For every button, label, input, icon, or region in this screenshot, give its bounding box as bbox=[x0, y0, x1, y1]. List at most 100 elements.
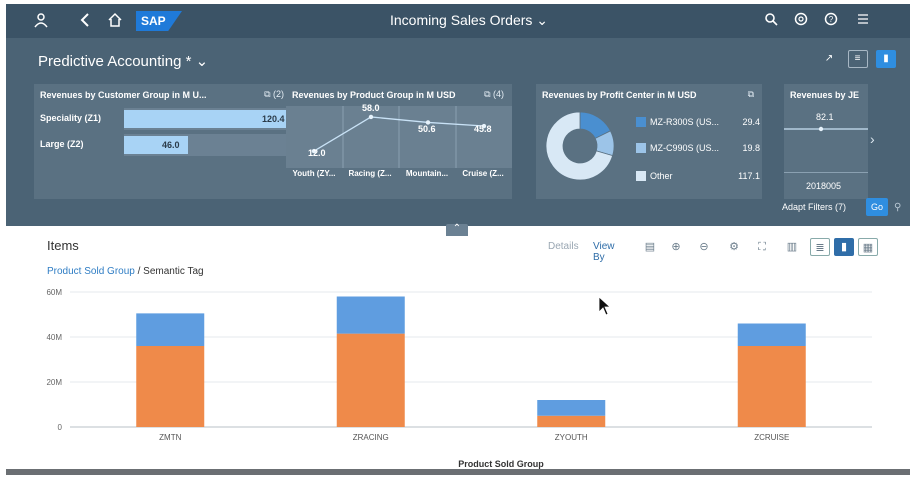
adapt-filters-link[interactable]: Adapt Filters (7) bbox=[782, 202, 847, 212]
visual-filter-icon[interactable]: ▮ bbox=[876, 50, 896, 68]
je-sparkline bbox=[784, 126, 868, 132]
line-point[interactable] bbox=[311, 148, 317, 154]
bar-segment[interactable] bbox=[737, 323, 806, 347]
card-customer-group[interactable]: Revenues by Customer Group in M U... ⧉ (… bbox=[34, 84, 292, 199]
legend-label: MZ-R300S (US... bbox=[650, 117, 720, 127]
help-icon[interactable]: ? bbox=[822, 12, 840, 30]
line-point[interactable] bbox=[481, 123, 487, 129]
card-je[interactable]: Revenues by JE 82.1 2018005 bbox=[784, 84, 868, 199]
donut-slice[interactable] bbox=[545, 111, 614, 181]
card-title: Revenues by Product Group in M USD bbox=[292, 90, 456, 100]
legend-swatch bbox=[636, 117, 646, 127]
bar-segment[interactable] bbox=[136, 346, 205, 427]
chevron-down-icon: ⌄ bbox=[536, 12, 549, 28]
download-icon[interactable]: ▤ bbox=[644, 241, 656, 253]
x-tick-label: Cruise (Z... bbox=[462, 169, 504, 178]
collapse-header-button[interactable]: ⌃ bbox=[446, 224, 468, 236]
x-axis: Youth (ZY... Racing (Z... Mountain... Cr… bbox=[286, 169, 512, 183]
fullscreen-icon[interactable]: ⛶ bbox=[758, 241, 766, 253]
legend-item[interactable]: Other 117.1 bbox=[636, 170, 760, 184]
legend-value: 19.8 bbox=[742, 143, 760, 153]
x-tick-label: ZMTN bbox=[159, 433, 181, 442]
shell-bar: SAP Incoming Sales Orders ⌄ ? bbox=[6, 4, 910, 38]
details-button[interactable]: Details bbox=[548, 241, 579, 252]
sap-logo[interactable]: SAP bbox=[136, 11, 182, 31]
table-view-icon[interactable]: ▦ bbox=[858, 238, 878, 256]
breadcrumb: Product Sold Group / Semantic Tag bbox=[47, 266, 204, 277]
zoom-out-icon[interactable]: ⊖ bbox=[699, 241, 709, 253]
bar-segment[interactable] bbox=[537, 400, 606, 416]
legend-value: 29.4 bbox=[742, 117, 760, 127]
user-icon[interactable] bbox=[32, 12, 50, 30]
line-point[interactable] bbox=[425, 120, 431, 125]
card-title: Revenues by Profit Center in M USD bbox=[542, 90, 697, 100]
card-count[interactable]: ⧉ (4) bbox=[484, 89, 504, 100]
card-count[interactable]: ⧉ (2) bbox=[264, 89, 284, 100]
bar-row-speciality[interactable]: Speciality (Z1) 120.4 bbox=[34, 108, 292, 130]
go-button[interactable]: Go bbox=[866, 198, 888, 216]
app-title[interactable]: Incoming Sales Orders ⌄ bbox=[390, 12, 548, 29]
point-label: 58.0 bbox=[362, 103, 380, 113]
bar-row-large[interactable]: Large (Z2) 46.0 bbox=[34, 134, 292, 156]
card-title: Revenues by JE bbox=[790, 90, 860, 100]
search-icon[interactable] bbox=[762, 12, 780, 30]
pin-icon[interactable]: ⚲ bbox=[894, 202, 902, 213]
x-tick-label: Racing (Z... bbox=[348, 169, 392, 178]
bar-segment[interactable] bbox=[537, 415, 606, 427]
chart-type-icon[interactable]: ▥ bbox=[786, 241, 798, 253]
chevron-up-icon: ⌃ bbox=[452, 223, 462, 234]
card-profit-center[interactable]: Revenues by Profit Center in M USD ⧉ MZ-… bbox=[536, 84, 762, 199]
svg-text:?: ? bbox=[829, 15, 834, 24]
line-point[interactable] bbox=[368, 114, 374, 120]
variant-selector[interactable]: Predictive Accounting * ⌄ bbox=[38, 52, 208, 70]
zoom-in-icon[interactable]: ⊕ bbox=[671, 241, 681, 253]
selection-count: (4) bbox=[493, 89, 504, 99]
legend-item[interactable]: MZ-R300S (US... 29.4 bbox=[636, 116, 760, 130]
line-series bbox=[313, 116, 485, 152]
chevron-right-icon[interactable]: › bbox=[870, 131, 875, 147]
value-help-icon: ⧉ bbox=[264, 89, 273, 99]
selection-count: (2) bbox=[273, 89, 284, 99]
y-tick-label: 60M bbox=[46, 288, 62, 297]
point-label: 50.6 bbox=[418, 124, 436, 134]
chart-table-icon[interactable]: ≣ bbox=[810, 238, 830, 256]
bar-fill bbox=[124, 136, 188, 154]
settings-icon[interactable]: ⚙ bbox=[729, 241, 739, 253]
bar-value: 120.4 bbox=[262, 114, 285, 124]
view-by-button[interactable]: View By bbox=[593, 241, 615, 263]
copilot-icon[interactable] bbox=[792, 12, 810, 30]
back-icon[interactable] bbox=[76, 12, 94, 30]
donut-chart bbox=[545, 111, 615, 181]
chart-view-icon[interactable]: ▮ bbox=[834, 238, 854, 256]
legend-value: 117.1 bbox=[738, 171, 760, 181]
app-title-text: Incoming Sales Orders bbox=[390, 12, 533, 28]
legend-label: Other bbox=[650, 171, 673, 181]
home-icon[interactable] bbox=[106, 12, 124, 30]
bar-segment[interactable] bbox=[136, 313, 205, 346]
footer-bar bbox=[6, 469, 910, 475]
notifications-icon[interactable] bbox=[854, 12, 872, 30]
mouse-cursor-icon bbox=[598, 296, 610, 316]
header-actions: ↗ ≡ ▮ bbox=[815, 48, 896, 68]
bar-segment[interactable] bbox=[336, 296, 405, 334]
legend-swatch bbox=[636, 171, 646, 181]
y-tick-label: 40M bbox=[46, 333, 62, 342]
breadcrumb-link[interactable]: Product Sold Group bbox=[47, 266, 135, 277]
bar-label: Speciality (Z1) bbox=[40, 113, 102, 123]
card-title: Revenues by Customer Group in M U... bbox=[40, 90, 207, 100]
share-icon[interactable]: ↗ bbox=[824, 53, 834, 64]
card-product-group[interactable]: Revenues by Product Group in M USD ⧉ (4)… bbox=[286, 84, 512, 199]
x-axis-title: Product Sold Group bbox=[458, 459, 544, 469]
value-help-icon[interactable]: ⧉ bbox=[747, 89, 754, 99]
bar-segment[interactable] bbox=[336, 333, 405, 427]
stacked-bar-chart: 0 20M 40M 60M ZMTN ZRACING ZYOUTH ZCRUISE Produc… bbox=[46, 288, 872, 469]
x-tick-label: ZYOUTH bbox=[555, 433, 588, 442]
legend-item[interactable]: MZ-C990S (US... 19.8 bbox=[636, 142, 760, 156]
bar-segment[interactable] bbox=[737, 346, 806, 427]
compact-filter-icon[interactable]: ≡ bbox=[847, 50, 868, 68]
value-help-icon: ⧉ bbox=[484, 89, 493, 99]
bar-track: 46.0 bbox=[124, 134, 292, 156]
chevron-down-icon: ⌄ bbox=[195, 53, 209, 70]
bar-fill bbox=[124, 110, 292, 128]
